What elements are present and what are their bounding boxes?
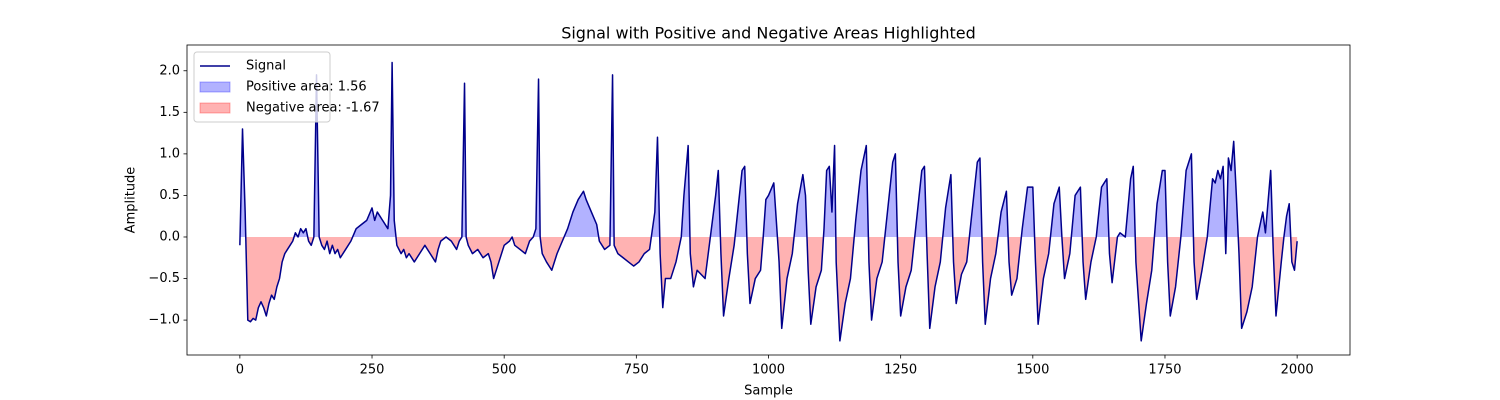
x-tick-label: 1000 (752, 363, 785, 378)
y-tick-label: −1.0 (148, 313, 180, 328)
legend-patch (199, 81, 231, 93)
x-tick-label: 750 (624, 363, 649, 378)
axes-frame (186, 44, 1351, 356)
chart-title: Signal with Positive and Negative Areas … (561, 24, 976, 43)
y-tick-label: 1.0 (159, 146, 180, 161)
signal-line (239, 61, 1298, 342)
x-tick-label: 250 (360, 363, 385, 378)
y-tick-label: 0.5 (159, 188, 180, 203)
x-tick-label: 1500 (1016, 363, 1049, 378)
legend-label: Positive area: 1.56 (246, 80, 367, 95)
x-tick-label: 2000 (1281, 363, 1314, 378)
x-tick-label: 1750 (1148, 363, 1181, 378)
legend-label: Signal (246, 59, 286, 74)
area-fill (240, 62, 1291, 237)
legend-box (193, 51, 331, 123)
x-tick-label: 1250 (884, 363, 917, 378)
x-tick-label: 500 (492, 363, 517, 378)
x-tick-label: 0 (236, 363, 244, 378)
legend-patch (199, 102, 231, 114)
y-axis-label: Amplitude (124, 167, 139, 234)
x-axis-label: Sample (744, 384, 793, 399)
y-tick-label: −0.5 (148, 271, 180, 286)
legend-label: Negative area: -1.67 (246, 101, 380, 116)
plot-area (239, 61, 1298, 342)
y-tick-label: 1.5 (159, 105, 180, 120)
y-tick-label: 2.0 (159, 63, 180, 78)
y-tick-label: 0.0 (159, 229, 180, 244)
